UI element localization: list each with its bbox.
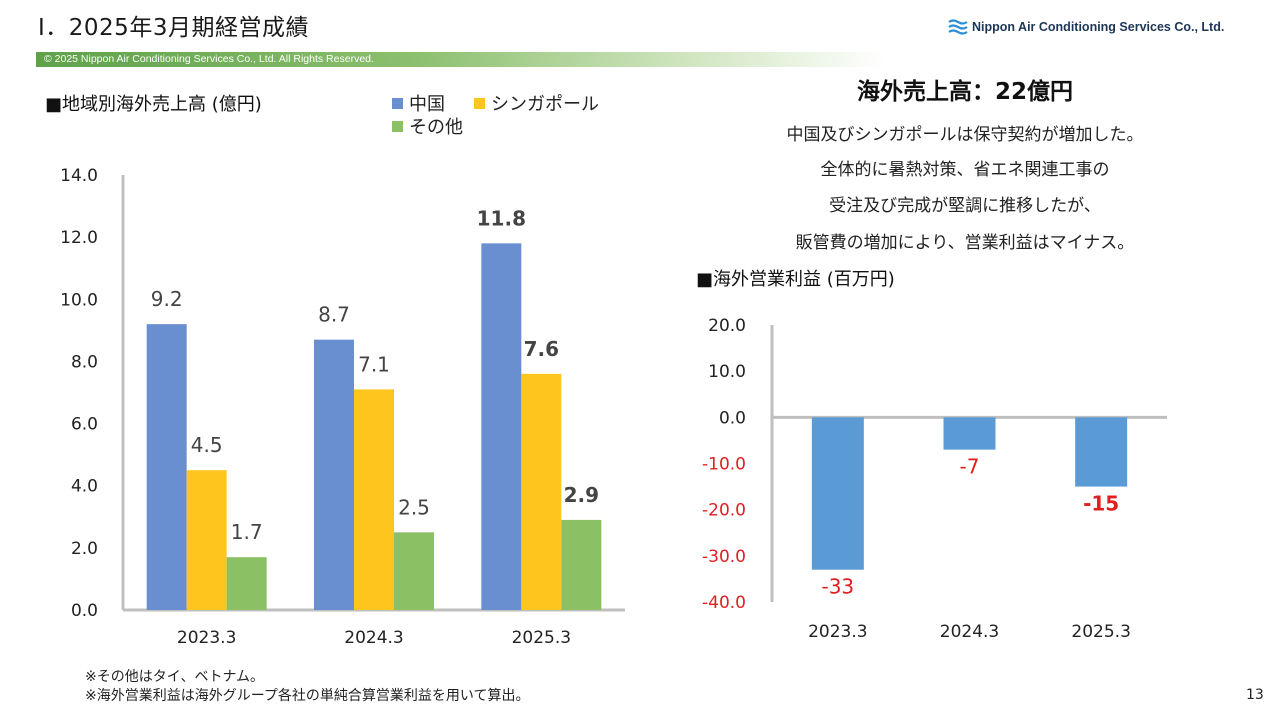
summary-title: 海外売上高：22億円: [856, 79, 1073, 105]
data-label: 7.6: [524, 337, 559, 361]
y-tick-label: 0.0: [71, 601, 98, 621]
x-tick-label: 2023.3: [808, 622, 867, 642]
y-tick-label: -40.0: [702, 593, 746, 613]
legend-label-other: その他: [409, 117, 463, 138]
company-name: Nippon Air Conditioning Services Co., Lt…: [972, 20, 1225, 34]
y-tick-label: -20.0: [702, 501, 746, 521]
y-tick-label: -10.0: [702, 455, 746, 475]
bar: [354, 389, 394, 610]
bar: [226, 557, 267, 610]
data-label: 2.9: [564, 483, 599, 507]
bar: [943, 417, 996, 450]
right-chart-heading: ■海外営業利益 (百万円): [696, 269, 895, 290]
bar: [1075, 417, 1128, 487]
data-label: 4.5: [191, 433, 223, 457]
legend-swatch-singapore: [474, 97, 485, 109]
footnote: ※その他はタイ、ベトナム。: [85, 669, 265, 685]
data-label: 7.1: [358, 352, 390, 376]
data-label: 9.2: [151, 287, 183, 311]
page-title: Ⅰ．2025年3月期経営成績: [38, 15, 309, 41]
bar: [561, 519, 602, 610]
legend-item-other: その他: [392, 113, 463, 139]
legend-label-singapore: シンガポール: [491, 94, 599, 115]
page-number: 13: [1246, 687, 1264, 703]
x-tick-label: 2024.3: [940, 622, 999, 642]
y-tick-label: 0.0: [719, 408, 746, 428]
x-tick-label: 2025.3: [1071, 622, 1130, 642]
data-label: 1.7: [231, 520, 263, 544]
copyright-text: © 2025 Nippon Air Conditioning Services …: [44, 53, 374, 65]
summary-line: 販管費の増加により、営業利益はマイナス。: [795, 233, 1135, 253]
legend-swatch-other: [392, 120, 403, 132]
y-tick-label: 12.0: [60, 228, 98, 248]
y-tick-label: 10.0: [60, 290, 98, 310]
bar: [186, 470, 227, 610]
y-tick-label: 4.0: [71, 477, 98, 497]
waves-logo-icon: [948, 19, 968, 35]
legend-item-china: 中国: [392, 90, 445, 116]
bar: [481, 243, 522, 610]
data-label: -7: [960, 455, 980, 479]
header-band: [36, 52, 886, 67]
data-label: 11.8: [477, 206, 526, 230]
legend-item-singapore: シンガポール: [474, 90, 599, 116]
footnote: ※海外営業利益は海外グループ各社の単純合算営業利益を用いて算出。: [85, 688, 530, 704]
x-tick-label: 2023.3: [177, 628, 236, 648]
bar: [146, 324, 187, 610]
bar: [521, 373, 562, 610]
x-tick-label: 2025.3: [512, 628, 571, 648]
summary-line: 受注及び完成が堅調に推移したが、: [829, 196, 1101, 216]
legend-label-china: 中国: [409, 94, 445, 115]
data-label: -33: [821, 575, 854, 599]
y-tick-label: 20.0: [708, 316, 746, 336]
y-tick-label: 10.0: [708, 362, 746, 382]
summary-line: 中国及びシンガポールは保守契約が増加した。: [786, 125, 1144, 145]
bar: [314, 339, 354, 610]
summary-line: 全体的に暑熱対策、省エネ関連工事の: [820, 160, 1110, 180]
y-tick-label: 2.0: [71, 539, 98, 559]
bar: [811, 417, 864, 570]
data-label: 8.7: [318, 303, 350, 327]
x-tick-label: 2024.3: [344, 628, 403, 648]
company-logo: Nippon Air Conditioning Services Co., Lt…: [948, 18, 1224, 36]
data-label: -15: [1083, 492, 1119, 516]
data-label: 2.5: [398, 495, 430, 519]
left-chart-heading: ■地域別海外売上高 (億円): [45, 94, 262, 115]
overseas-profit-chart: 20.0 10.0 0.0 -10.0 -20.0 -30.0 -40.0 -33 2023.3…: [702, 316, 1167, 642]
y-tick-label: 8.0: [71, 352, 98, 372]
y-tick-label: 14.0: [60, 166, 98, 186]
legend-swatch-china: [392, 97, 403, 109]
y-tick-label: -30.0: [702, 547, 746, 567]
y-tick-label: 6.0: [71, 415, 98, 435]
regional-sales-chart: 0.0 2.0 4.0 6.0 8.0 10.0 12.0 14.0 9.2 4.5 1.7 2023…: [60, 166, 625, 648]
bar: [394, 532, 434, 610]
